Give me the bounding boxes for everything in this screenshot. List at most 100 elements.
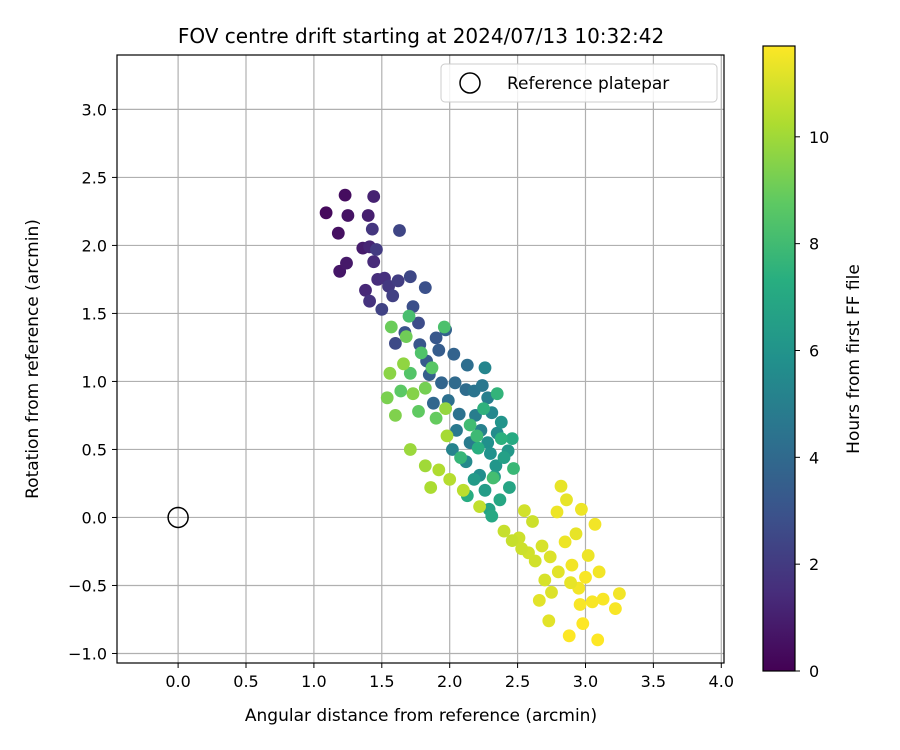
data-point [338,188,352,202]
data-point [585,595,599,609]
data-point [425,361,439,375]
data-point [493,493,507,507]
data-point [341,209,355,222]
data-point [505,432,519,445]
colorbar-tick-label: 8 [809,235,819,254]
data-point [361,209,375,222]
colorbar-tick-label: 10 [809,128,829,147]
data-point [542,614,556,628]
data-point [581,549,595,562]
data-point [564,576,577,590]
data-point [456,483,470,497]
data-point [393,224,406,237]
x-tick-label: 2.0 [437,672,462,691]
legend: Reference platepar [440,63,718,103]
data-point [576,617,590,630]
data-point [478,361,492,375]
data-point [579,570,592,584]
data-point [446,443,459,456]
x-tick-label: 0.5 [233,672,258,691]
data-point [370,243,383,256]
data-point [515,542,529,556]
colorbar-tick-label: 0 [809,662,819,681]
data-point [418,459,432,473]
data-point [463,418,477,432]
y-tick-label: 0.0 [82,508,107,527]
data-point [591,633,605,647]
x-tick-label: 1.0 [301,672,326,691]
data-point [473,500,486,513]
data-point [575,502,588,516]
colorbar-gradient [762,45,796,672]
data-point [412,316,425,330]
x-tick-label: 1.5 [369,672,394,691]
colorbar-ticks: 0 2 4 6 8 10 [795,128,829,681]
data-point [402,309,416,323]
data-point [437,320,451,334]
data-point [494,432,508,445]
data-point [418,281,432,294]
data-point [490,387,504,401]
data-point [497,451,511,464]
data-point [485,509,499,523]
data-point [535,539,549,553]
data-point [588,517,602,531]
data-point [545,585,558,599]
y-tick-label: 1.5 [82,304,107,323]
colorbar-label: Hours from first FF file [844,264,864,454]
data-point [558,535,572,549]
data-point [389,409,402,422]
data-point [460,358,474,372]
data-point [562,629,576,643]
y-axis-ticks: −1.0 −0.5 0.0 0.5 1.0 1.5 2.0 2.5 3.0 [68,100,117,663]
data-point [494,415,508,429]
y-tick-label: 1.0 [82,372,107,391]
colorbar-tick-label: 4 [809,448,819,467]
data-point [554,479,568,493]
legend-marker-icon [459,72,481,94]
data-point [592,565,606,579]
data-point [440,429,454,443]
y-tick-label: 0.5 [82,440,107,459]
data-point [403,366,417,380]
data-point [363,294,376,308]
x-tick-label: 2.5 [505,672,530,691]
data-point [452,407,466,421]
x-tick-label: 3.0 [573,672,598,691]
data-point [470,429,484,443]
data-point [560,493,573,507]
data-point [367,255,381,269]
data-point [403,270,417,284]
data-point [412,405,425,418]
data-point [427,396,440,410]
data-point [383,366,397,380]
data-point [497,524,511,538]
data-point [365,222,379,236]
data-point [518,504,531,518]
chart-title: FOV centre drift starting at 2024/07/13 … [178,24,664,48]
data-point [543,550,557,564]
data-point [319,206,333,220]
data-point [340,256,353,270]
y-tick-label: −1.0 [68,644,107,663]
data-point [443,473,457,486]
grid-lines [117,55,724,663]
data-point [526,515,539,528]
data-point [399,330,413,343]
data-point [432,343,446,357]
data-point [596,592,610,606]
data-point [406,387,420,401]
data-point [475,379,489,392]
data-point [477,402,490,415]
data-point [538,573,552,587]
data-point [486,471,500,485]
data-point [331,226,345,240]
data-point [394,384,408,398]
data-point [569,527,583,541]
data-points [319,188,626,647]
data-point [565,558,579,572]
y-tick-label: 2.5 [82,168,107,187]
data-point [467,473,481,486]
data-point [397,357,410,371]
data-point [435,376,448,390]
